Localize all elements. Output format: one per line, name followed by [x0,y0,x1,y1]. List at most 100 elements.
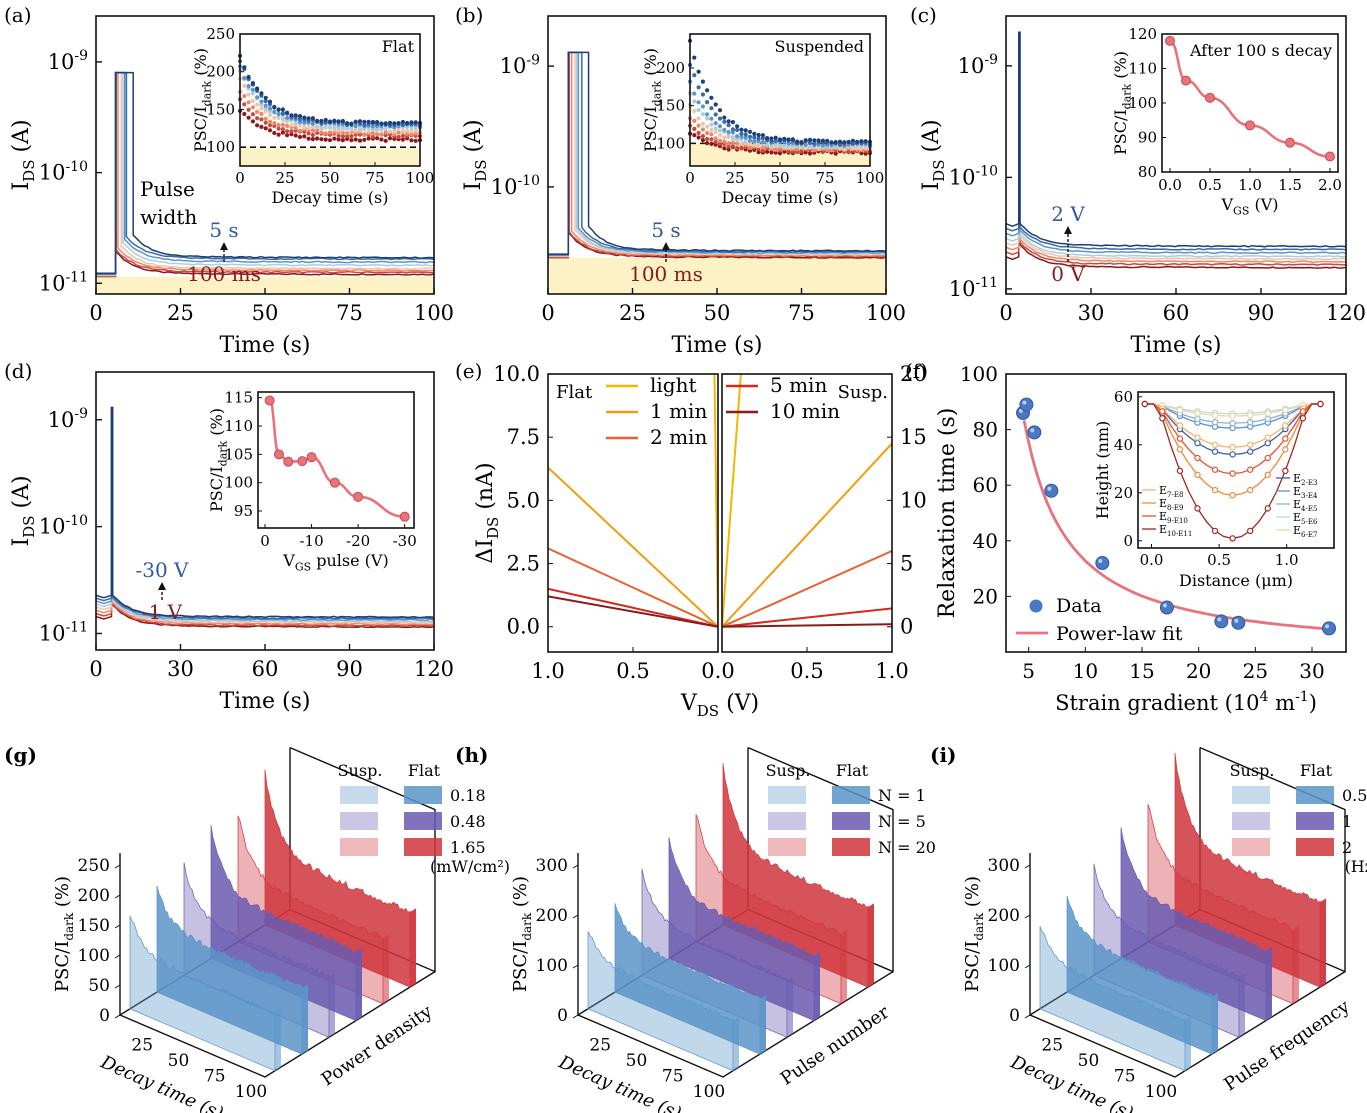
inset-legend-label: E10-E​11​ [1159,523,1192,538]
y-tick-label: 10-10​ [39,513,88,539]
inset-point [747,138,753,143]
legend-label: 1 min [650,399,707,423]
legend-label: 10 min [770,399,840,423]
inset-point [302,115,307,120]
inset-point [387,129,393,134]
inset-point [705,100,710,105]
inset-point [773,135,778,140]
inset-point [263,109,268,114]
arrow-head-icon [1064,226,1072,234]
inset-frame [257,391,415,529]
transient-line [1005,31,1347,258]
inset-point [722,146,727,151]
profile-point [1282,446,1289,453]
transient-line [95,406,435,626]
inset-y-tick-label: 110 [224,417,253,435]
inset-point [306,131,311,136]
susp-tag: Susp. [838,382,888,403]
inset-point [400,129,405,134]
inset-point [375,132,380,137]
susp-series-line [722,623,892,628]
profile-point [1282,422,1289,429]
x-tick-label: 100 [866,301,906,325]
inset-point [400,137,405,142]
inset-point [859,139,864,144]
profile-point [1282,435,1289,442]
inset-point [289,122,294,128]
inset-point [696,85,701,90]
inset-point [272,130,277,136]
inset-point [246,84,251,89]
inset-point [1245,120,1255,131]
inset-point [250,112,255,117]
inset-point [267,99,273,104]
inset-point [345,136,350,141]
inset-point [850,138,856,143]
inset-point [773,147,778,152]
inset-point [310,124,315,129]
inset-point [752,139,757,144]
slab-edge [868,903,874,988]
inset-legend-label: E3-E​4​ [1293,485,1318,500]
x-tick-label: 75 [336,301,363,325]
data-point-highlight [1162,603,1167,608]
inset-point [362,119,367,124]
transient-line [1005,31,1347,251]
panel-c-letter: (c) [910,3,937,27]
inset-point [250,119,255,124]
inset-point [709,116,714,121]
inset-point [820,149,826,155]
inset-y-tick-label: 20 [1114,484,1133,502]
inset-x-axis-label: VGS​ (V) [1220,195,1278,217]
z-tick-label: 100 [988,956,1020,976]
inset-point [259,91,264,96]
inset-point [730,120,736,125]
inset-x-axis-label: VGS​ pulse (V) [282,551,388,573]
inset-point [717,141,723,146]
inset-tag: Flat [382,37,415,56]
inset-point [726,129,731,135]
profile-point [1282,467,1289,475]
profile-point [1211,412,1219,419]
inset-legend-label: E9-E​10​ [1159,510,1188,525]
inset-point [730,130,736,135]
x-tick-label: 100 [414,301,454,325]
profile-point [1211,418,1219,426]
inset-d: 0 -10 -20 -30 95 100 105 110 115 VGS​ pulse (V) PS… [207,389,417,574]
legend-label: 1.65 [450,838,486,857]
inset-point [833,145,838,150]
legend-label: 2 min [650,425,707,449]
z-tick-label: 200 [536,906,568,926]
inset-point [379,137,384,142]
inset-point [760,133,766,138]
inset-point [379,121,384,126]
flat-series-line [548,595,718,628]
trend-label-bottom: 0 V [1051,262,1085,286]
inset-point [336,119,341,124]
inset-point [370,119,375,125]
inset-point [705,141,710,146]
inset-point [345,121,350,126]
z-tick [114,924,121,929]
profile-point [1211,466,1219,473]
inset-point [799,140,804,145]
inset-point [276,107,281,112]
x-tick-label: 20 [1186,659,1211,683]
x-axis-label: Time (s) [671,333,762,358]
inset-point [705,112,710,117]
inset-point [769,139,774,144]
inset-point [327,125,333,130]
legend-unit: (Hz) [1345,857,1367,876]
inset-y-axis-label: Height (nm) [1093,421,1112,520]
profile-point [1211,441,1219,448]
y-tick-label: 20 [973,584,998,608]
inset-point [752,131,757,136]
inset-point [349,121,354,126]
slab-edge [733,1017,739,1071]
inset-x-tick-label: 50 [770,169,789,187]
profile-point [1264,454,1271,462]
inset-point [336,137,341,142]
legend-swatch-susp [768,812,806,830]
profile-point [1229,451,1236,458]
